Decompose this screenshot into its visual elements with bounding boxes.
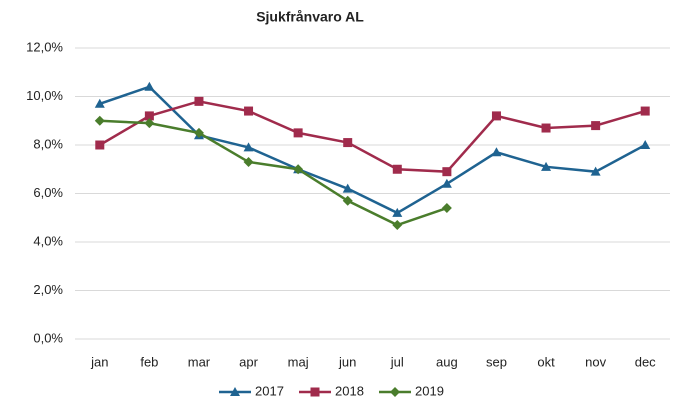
legend-label: 2017 xyxy=(255,383,284,398)
data-point xyxy=(243,156,254,167)
legend-marker xyxy=(390,387,400,397)
data-point xyxy=(342,195,353,206)
data-point xyxy=(392,207,403,217)
data-point xyxy=(640,140,651,149)
data-point xyxy=(442,167,452,177)
y-tick-label: 8,0% xyxy=(33,136,63,151)
data-point xyxy=(441,203,452,214)
data-point xyxy=(342,183,353,193)
data-point xyxy=(293,128,303,138)
data-point xyxy=(343,138,353,148)
data-point xyxy=(491,147,502,157)
data-point xyxy=(193,127,204,138)
data-point xyxy=(144,81,155,91)
data-point xyxy=(491,111,501,121)
y-tick-label: 6,0% xyxy=(33,185,63,200)
x-tick-label: aug xyxy=(436,354,458,369)
legend-label: 2018 xyxy=(335,383,364,398)
legend-label: 2019 xyxy=(415,383,444,398)
data-point xyxy=(144,118,155,129)
data-point xyxy=(541,123,551,133)
data-point xyxy=(194,96,204,106)
legend-marker xyxy=(310,387,320,397)
y-tick-label: 10,0% xyxy=(26,88,63,103)
series-line xyxy=(99,100,646,173)
data-point xyxy=(244,106,254,116)
chart-title: Sjukfrånvaro AL xyxy=(256,9,364,25)
data-point xyxy=(392,164,402,174)
data-point xyxy=(243,142,254,152)
data-point xyxy=(640,106,650,116)
x-tick-label: mar xyxy=(188,354,211,369)
y-tick-label: 0,0% xyxy=(33,330,63,345)
series-line xyxy=(99,85,646,215)
x-tick-label: sep xyxy=(486,354,507,369)
data-point xyxy=(590,166,601,176)
data-point xyxy=(441,178,452,188)
data-point xyxy=(591,121,601,131)
x-tick-label: jun xyxy=(338,354,356,369)
series-line xyxy=(99,119,448,227)
x-tick-label: apr xyxy=(239,354,258,369)
x-tick-label: feb xyxy=(140,354,158,369)
x-tick-label: dec xyxy=(635,354,656,369)
x-tick-label: jul xyxy=(390,354,404,369)
legend-marker xyxy=(230,387,240,396)
y-tick-label: 4,0% xyxy=(33,233,63,248)
x-tick-label: nov xyxy=(585,354,606,369)
y-tick-label: 12,0% xyxy=(26,39,63,54)
data-point xyxy=(541,161,552,171)
x-tick-label: jan xyxy=(90,354,108,369)
x-tick-label: okt xyxy=(537,354,555,369)
data-point xyxy=(94,115,105,126)
data-point xyxy=(95,140,105,150)
x-tick-label: maj xyxy=(288,354,309,369)
data-point xyxy=(144,111,154,121)
y-tick-label: 2,0% xyxy=(33,282,63,297)
data-point xyxy=(94,98,105,108)
data-point xyxy=(293,164,304,175)
data-point xyxy=(392,220,403,231)
